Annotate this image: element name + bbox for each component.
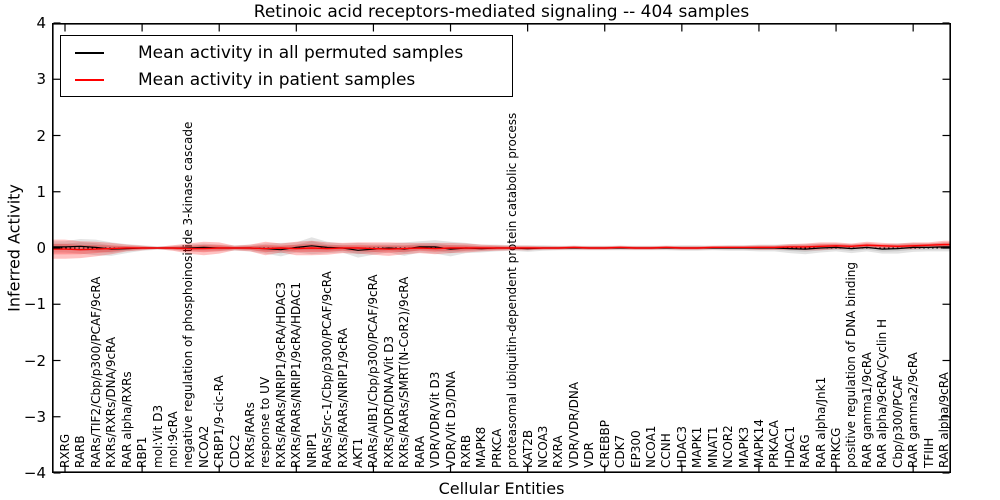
x-tick-label: CREBBP bbox=[597, 420, 612, 468]
x-tick-label: PRKCA bbox=[489, 428, 504, 468]
x-tick-label: VDR/VDR/Vit D3 bbox=[428, 371, 443, 468]
y-tick-label: 1 bbox=[36, 182, 46, 201]
x-tick-label: positive regulation of DNA binding bbox=[844, 262, 859, 468]
red-line-sample-icon bbox=[75, 78, 104, 81]
x-tick-label: RXRs/RARs/NRIP1/9cRA bbox=[335, 328, 350, 468]
x-tick-label: RARG bbox=[798, 434, 813, 468]
y-tick-label: 4 bbox=[36, 14, 46, 32]
x-tick-label: negative regulation of phosphoinositide … bbox=[181, 121, 196, 468]
x-tick-label: HDAC1 bbox=[782, 425, 797, 468]
x-tick-label: NCOA2 bbox=[196, 425, 211, 468]
x-tick-label: MAPK8 bbox=[474, 426, 489, 468]
x-tick-label: NCOA1 bbox=[644, 425, 658, 468]
x-tick-label: RXRs/VDR/DNA/Vit D3 bbox=[381, 335, 396, 468]
legend: Mean activity in all permuted samples Me… bbox=[60, 35, 513, 97]
x-tick-label: MNAT1 bbox=[705, 426, 720, 468]
x-tick-label: CDC2 bbox=[227, 434, 242, 468]
x-tick-label: RAR alpha/RXRs bbox=[119, 371, 134, 468]
x-tick-label: RARA bbox=[412, 435, 427, 468]
x-tick-label: RAR alpha/9cRA/Cyclin H bbox=[875, 318, 890, 468]
x-tick-label: RARs/AIB1/Cbp/p300/PCAF/9cRA bbox=[366, 274, 381, 468]
x-tick-label: HDAC3 bbox=[674, 425, 689, 468]
y-tick-label: −2 bbox=[23, 351, 46, 370]
x-tick-label: MAPK3 bbox=[736, 426, 751, 468]
x-tick-label: VDR/Vit D3/DNA bbox=[443, 371, 458, 468]
x-axis-label: Cellular Entities bbox=[438, 479, 565, 498]
y-tick-label: 0 bbox=[36, 239, 46, 257]
x-tick-label: NRIP1 bbox=[304, 432, 319, 468]
x-tick-label: CDK7 bbox=[613, 434, 628, 468]
y-tick-label: −4 bbox=[23, 464, 46, 482]
y-tick-label: −3 bbox=[23, 407, 46, 426]
x-tick-label: Cbp/p300/PCAF bbox=[890, 375, 905, 468]
x-tick-label: NCOR2 bbox=[721, 425, 736, 468]
x-tick-label: PRKCG bbox=[829, 427, 844, 468]
x-tick-label: CRBP1/9-cic-RA bbox=[212, 375, 227, 468]
x-tick-label: VDR/VDR/DNA bbox=[566, 381, 581, 468]
x-tick-label: TFIIH bbox=[921, 437, 936, 468]
x-tick-label: RXRB bbox=[458, 434, 473, 468]
x-tick-label: RARs/TIF2/Cbp/p300/PCAF/9cRA bbox=[88, 276, 103, 468]
legend-label: Mean activity in patient samples bbox=[138, 69, 416, 90]
x-tick-label: RXRs/RARs/NRIP1/9cRA/HDAC1 bbox=[289, 281, 304, 468]
x-tick-label: RAR alpha/9cRA bbox=[937, 372, 951, 468]
x-tick-label: MAPK14 bbox=[751, 419, 766, 468]
x-tick-label: NCOA3 bbox=[536, 425, 551, 468]
legend-label: Mean activity in all permuted samples bbox=[138, 42, 464, 63]
x-tick-label: response to UV bbox=[258, 376, 273, 468]
x-tick-label: PRKACA bbox=[767, 420, 782, 468]
x-tick-label: mol:9cRA bbox=[165, 411, 180, 468]
x-tick-label: MAPK1 bbox=[690, 426, 705, 468]
x-tick-label: RAR alpha/Jnk1 bbox=[813, 376, 828, 468]
x-tick-label: RAR gamma2/9cRA bbox=[906, 352, 921, 468]
x-tick-label: RXRs/RARs/SMRT(N-CoR2)/9cRA bbox=[397, 276, 412, 468]
y-tick-label: −1 bbox=[23, 295, 46, 314]
black-line-sample-icon bbox=[75, 51, 104, 54]
x-tick-label: RARs/Src-1/Cbp/p300/PCAF/9cRA bbox=[320, 271, 335, 468]
legend-item-permuted: Mean activity in all permuted samples bbox=[75, 39, 512, 66]
legend-item-patient: Mean activity in patient samples bbox=[75, 66, 512, 93]
x-tick-label: AKT1 bbox=[351, 437, 365, 468]
x-tick-label: RXRs/RXRs/DNA/9cRA bbox=[104, 336, 119, 468]
x-tick-label: RXRs/RARs bbox=[243, 402, 258, 468]
y-tick-label: 3 bbox=[36, 70, 46, 89]
x-tick-label: RXRG bbox=[58, 433, 72, 468]
x-tick-label: CCNH bbox=[659, 433, 674, 468]
x-tick-label: EP300 bbox=[628, 430, 643, 468]
x-tick-label: VDR bbox=[582, 442, 597, 468]
chart-title: Retinoic acid receptors-mediated signali… bbox=[253, 2, 750, 22]
x-tick-label: RARB bbox=[73, 435, 88, 468]
x-tick-label: RXRs/RARs/NRIP1/9cRA/HDAC3 bbox=[273, 281, 288, 468]
x-tick-label: proteasomal ubiquitin-dependent protein … bbox=[505, 112, 520, 468]
x-tick-label: mol:Vit D3 bbox=[150, 404, 165, 468]
x-tick-label: RBP1 bbox=[135, 436, 150, 468]
x-tick-label: RXRA bbox=[551, 435, 566, 468]
x-tick-label: KAT2B bbox=[520, 429, 535, 468]
y-tick-label: 2 bbox=[36, 126, 46, 145]
x-tick-label: RAR gamma1/9cRA bbox=[859, 352, 874, 468]
